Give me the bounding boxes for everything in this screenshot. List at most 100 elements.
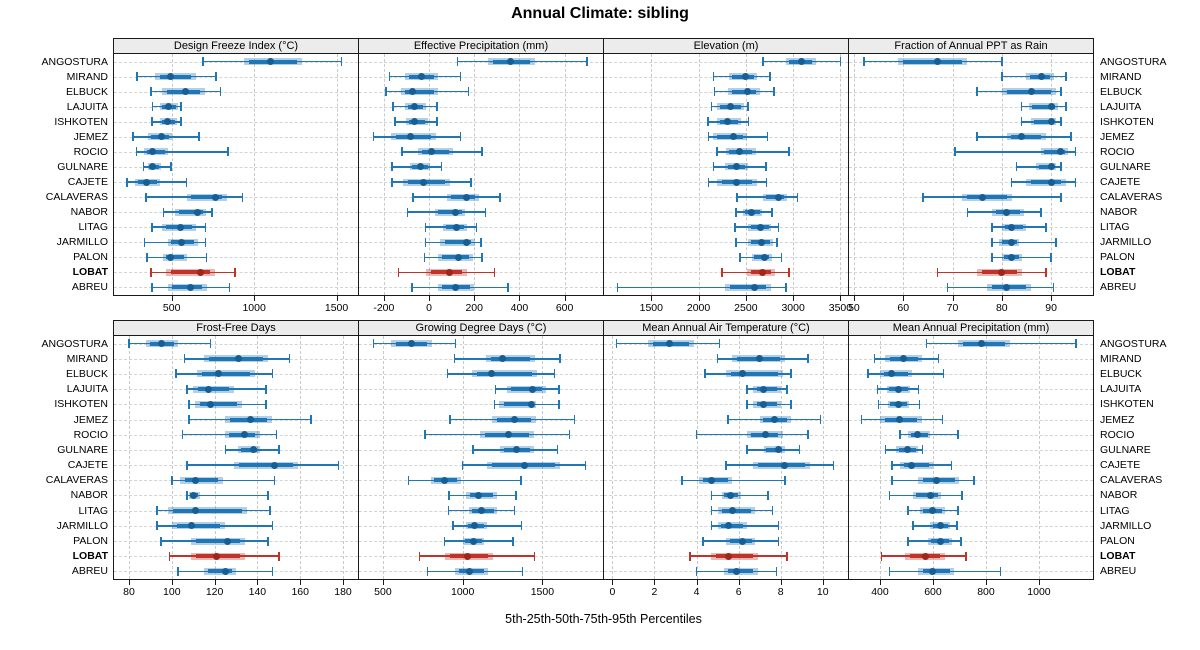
axis-tick-label: 80 bbox=[995, 302, 1008, 314]
gridline-horizontal bbox=[114, 166, 358, 168]
gridline-horizontal bbox=[849, 136, 1093, 138]
gridline-vertical bbox=[343, 336, 345, 579]
whisker-cap bbox=[819, 415, 822, 425]
gridline-horizontal bbox=[114, 121, 358, 123]
iqr-band bbox=[1031, 180, 1062, 185]
whisker-cap bbox=[689, 551, 691, 561]
gridline-vertical bbox=[840, 54, 842, 295]
axis-tick-label: 500 bbox=[162, 302, 181, 314]
whisker-cap bbox=[907, 536, 909, 546]
whisker-cap bbox=[340, 57, 343, 67]
whisker-cap bbox=[160, 536, 162, 546]
median-dot bbox=[895, 385, 903, 393]
axis-tick bbox=[696, 580, 698, 585]
whisker-cap bbox=[310, 415, 312, 425]
panel-header-mean-annual-air-temperature-c: Mean Annual Air Temperature (°C) bbox=[603, 320, 849, 336]
gridline-horizontal bbox=[604, 257, 848, 259]
median-dot bbox=[510, 416, 518, 424]
gridline-horizontal bbox=[359, 76, 603, 78]
median-dot bbox=[223, 537, 231, 545]
gridline-horizontal bbox=[849, 121, 1093, 123]
whisker-cap bbox=[1052, 282, 1055, 292]
whisker-cap bbox=[777, 521, 780, 531]
whisker-cap bbox=[372, 339, 375, 349]
gridline-horizontal bbox=[114, 272, 358, 274]
whisker-cap bbox=[695, 566, 698, 576]
site-label-right-jemez: JEMEZ bbox=[1100, 130, 1135, 143]
whisker-cap bbox=[481, 147, 483, 157]
site-label-left-litag: LITAG bbox=[78, 221, 108, 234]
site-label-right-rocio: ROCIO bbox=[1100, 428, 1135, 441]
site-label-left-nabor: NABOR bbox=[70, 489, 108, 502]
median-dot bbox=[166, 73, 174, 81]
whisker-cap bbox=[520, 521, 523, 531]
axis-tick-label: 1500 bbox=[639, 302, 663, 314]
panel-plot-effective-precipitation-mm bbox=[358, 54, 604, 296]
whisker-cap bbox=[899, 430, 901, 440]
gridline-vertical bbox=[780, 336, 782, 579]
whisker-cap bbox=[459, 72, 462, 82]
iqr-band bbox=[503, 402, 532, 407]
site-label-left-gulnare: GULNARE bbox=[57, 443, 108, 456]
axis-tick bbox=[654, 580, 656, 585]
site-label-left-gulnare: GULNARE bbox=[57, 160, 108, 173]
range-whisker bbox=[717, 151, 789, 153]
range-whisker bbox=[136, 151, 228, 153]
whisker-cap bbox=[397, 267, 400, 277]
site-label-left-litag: LITAG bbox=[78, 504, 108, 517]
median-dot bbox=[733, 163, 741, 171]
whisker-cap bbox=[436, 102, 438, 112]
iqr-band bbox=[1034, 119, 1054, 124]
gridline-vertical bbox=[383, 54, 385, 295]
axis-tick-label: 0 bbox=[609, 586, 616, 598]
whisker-cap bbox=[766, 132, 769, 142]
site-label-right-nabor: NABOR bbox=[1100, 206, 1138, 219]
axis-tick bbox=[383, 296, 385, 301]
whisker-cap bbox=[976, 132, 978, 142]
median-dot bbox=[904, 446, 912, 454]
whisker-cap bbox=[961, 490, 963, 500]
median-dot bbox=[249, 446, 257, 454]
whisker-cap bbox=[135, 147, 137, 157]
iqr-band bbox=[727, 569, 754, 574]
whisker-cap bbox=[394, 117, 396, 127]
median-dot bbox=[900, 355, 908, 363]
gridline-vertical bbox=[382, 336, 384, 579]
whisker-cap bbox=[786, 384, 788, 394]
gridline-vertical bbox=[171, 336, 173, 579]
site-label-left-palon: PALON bbox=[73, 535, 108, 548]
whisker-cap bbox=[388, 72, 391, 82]
whisker-cap bbox=[884, 445, 887, 455]
whisker-cap bbox=[426, 566, 429, 576]
median-dot bbox=[1003, 283, 1011, 291]
whisker-cap bbox=[228, 282, 231, 292]
median-dot bbox=[206, 400, 214, 408]
whisker-cap bbox=[271, 566, 274, 576]
range-whisker bbox=[617, 286, 787, 289]
median-dot bbox=[451, 283, 459, 291]
whisker-cap bbox=[136, 72, 138, 82]
median-dot bbox=[462, 238, 470, 246]
median-dot bbox=[748, 208, 756, 216]
axis-tick-label: 1500 bbox=[530, 586, 555, 598]
site-label-right-mirand: MIRAND bbox=[1100, 352, 1142, 365]
range-whisker bbox=[899, 433, 959, 436]
median-dot bbox=[463, 552, 471, 560]
whisker-cap bbox=[449, 415, 451, 425]
gridline-vertical bbox=[474, 54, 476, 295]
iqr-band bbox=[172, 508, 242, 513]
whisker-cap bbox=[710, 506, 713, 516]
iqr-band bbox=[756, 402, 778, 407]
whisker-cap bbox=[227, 147, 229, 157]
site-label-right-palon: PALON bbox=[1100, 535, 1135, 548]
whisker-cap bbox=[769, 72, 771, 82]
whisker-cap bbox=[181, 430, 184, 440]
range-whisker bbox=[681, 479, 785, 482]
iqr-band bbox=[490, 356, 531, 361]
gridline-horizontal bbox=[359, 136, 603, 138]
whisker-cap bbox=[991, 252, 993, 262]
median-dot bbox=[751, 283, 759, 291]
panel-plot-elevation-m bbox=[603, 54, 849, 296]
median-dot bbox=[158, 133, 166, 141]
iqr-band bbox=[1044, 149, 1066, 154]
